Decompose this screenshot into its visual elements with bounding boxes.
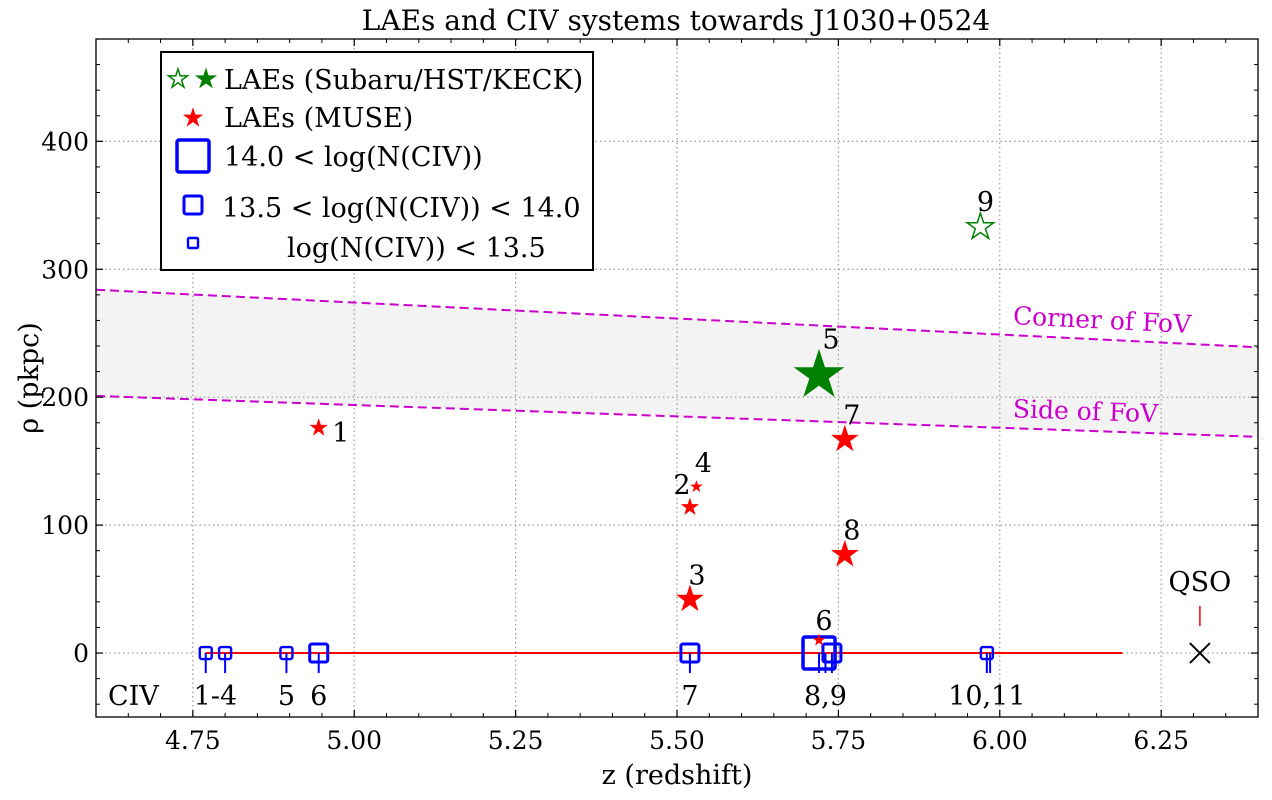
lae-muse-label: 8 xyxy=(843,516,860,547)
civ-group-label: 6 xyxy=(310,681,327,712)
legend-entry: 14.0 < log(N(CIV)) xyxy=(224,142,483,173)
legend-entry: log(N(CIV)) < 13.5 xyxy=(287,233,546,264)
lae-subaru-label: 5 xyxy=(822,324,839,355)
y-tick-label: 400 xyxy=(41,127,89,156)
lae-muse-label: 3 xyxy=(688,560,705,591)
lae-subaru-label: 9 xyxy=(977,187,994,218)
lae-markers: 5 9 1 24 3 6 7 8 xyxy=(309,187,996,646)
x-tick-label: 5.75 xyxy=(811,726,867,755)
x-axis-title: z (redshift) xyxy=(602,760,753,791)
x-tick-label: 6.25 xyxy=(1133,726,1189,755)
lae-muse-label: 6 xyxy=(815,606,832,637)
lae-muse-star xyxy=(830,424,859,452)
y-tick-label: 200 xyxy=(41,383,89,412)
civ-group-label: 1-4 xyxy=(194,681,237,712)
qso-marker xyxy=(1189,642,1211,664)
lae-subaru-star xyxy=(964,210,996,241)
lae-muse-star xyxy=(812,633,826,646)
qso-label: QSO xyxy=(1169,567,1232,598)
civ-group-label: 10,11 xyxy=(948,681,1025,712)
civ-group-label: 5 xyxy=(278,681,295,712)
civ-square-small xyxy=(979,645,995,661)
axes: 4.75 5.00 5.25 5.50 5.75 6.00 6.25 0 100 200 300 40… xyxy=(14,38,1259,791)
y-tick-label: 100 xyxy=(41,511,89,540)
fov-side-line xyxy=(95,394,1259,438)
y-axis-title: ρ (pkpc) xyxy=(14,322,45,434)
legend-box xyxy=(160,51,594,271)
lae-muse-label: 7 xyxy=(843,400,860,431)
civ-square-medium xyxy=(308,642,330,664)
civ-square-small xyxy=(279,645,294,661)
x-tick-label: 6.00 xyxy=(972,726,1028,755)
legend-open-star xyxy=(166,66,190,90)
civ-square-medium xyxy=(679,642,701,664)
civ-square-medium xyxy=(821,642,843,664)
x-tick-label: 5.50 xyxy=(649,726,705,755)
lae-muse-label: 4 xyxy=(695,449,712,480)
fov-corner-line xyxy=(95,288,1259,349)
legend-muse-star xyxy=(182,107,204,127)
civ-group-label: 8,9 xyxy=(804,681,847,712)
legend-square-medium xyxy=(182,194,204,216)
legend-entry: 13.5 < log(N(CIV)) < 14.0 xyxy=(222,193,581,224)
legend-entry: LAEs (MUSE) xyxy=(224,103,413,134)
civ-square-small xyxy=(198,645,213,661)
chart-title: LAEs and CIV systems towards J1030+0524 xyxy=(362,4,990,37)
legend-filled-star xyxy=(194,67,218,89)
legend-entry: LAEs (Subaru/HST/KECK) xyxy=(224,65,583,96)
civ-text-label: CIV xyxy=(108,681,159,712)
x-tick-label: 5.00 xyxy=(326,726,382,755)
legend-square-large xyxy=(175,138,211,174)
lae-muse-star xyxy=(830,539,859,567)
x-tick-label: 5.25 xyxy=(488,726,544,755)
legend-square-small xyxy=(186,236,200,250)
civ-group-label: 7 xyxy=(681,681,698,712)
lae-muse-star xyxy=(680,497,700,516)
fov-side-label: Side of FoV xyxy=(1012,394,1159,428)
legend: LAEs (Subaru/HST/KECK) LAEs (MUSE) 14.0 < … xyxy=(160,51,594,271)
lae-subaru-star xyxy=(793,348,845,398)
lae-muse-label: 2 xyxy=(673,470,690,501)
lae-muse-label: 1 xyxy=(332,418,349,449)
lae-muse-star xyxy=(309,418,329,436)
lae-muse-star xyxy=(689,479,703,493)
x-tick-label: 4.75 xyxy=(165,726,221,755)
y-tick-label: 300 xyxy=(41,255,89,284)
lae-muse-star xyxy=(675,584,704,612)
civ-square-small xyxy=(217,645,233,661)
y-tick-label: 0 xyxy=(73,639,89,668)
